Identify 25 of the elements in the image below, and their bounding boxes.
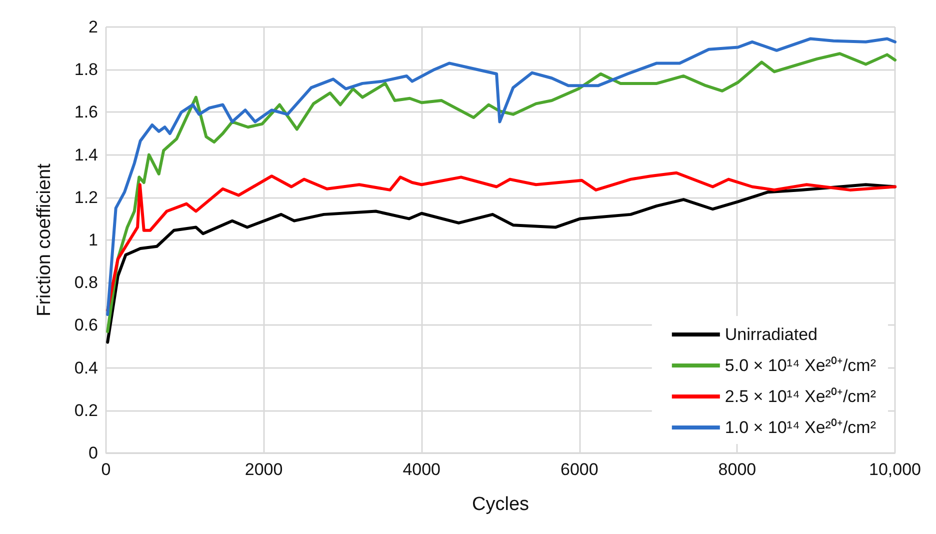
y-tick-label: 1.4 [74,145,98,164]
y-tick-label: 0.2 [74,400,98,420]
y-tick-label: 2 [88,18,98,36]
y-tick-label: 0.8 [74,273,98,292]
x-tick-label: 0 [101,460,111,479]
y-tick-label: 0.4 [74,358,98,378]
y-axis-title: Friction coefficient [34,162,55,316]
x-tick-label: 2000 [244,460,283,479]
x-tick-label: 10,000 [869,460,921,479]
x-axis-title: Cycles [472,494,530,515]
legend-label: 2.5 × 10¹⁴ Xe²⁰⁺/cm² [724,387,876,406]
line-series [106,183,896,344]
x-tick-label: 6000 [560,460,598,479]
legend-label: 5.0 × 10¹⁴ Xe²⁰⁺/cm² [724,356,876,375]
y-tick-label: 1.6 [74,102,98,122]
x-tick-label: 4000 [402,460,441,479]
legend-label: 1.0 × 10¹⁴ Xe²⁰⁺/cm² [724,418,876,437]
y-tick-label: 1.8 [74,60,98,80]
y-tick-label: 0.6 [74,316,98,335]
y-tick-label: 1.2 [74,188,98,207]
y-tick-label: 1 [88,230,98,250]
y-tick-label: 0 [88,444,98,462]
legend-label: Unirradiated [724,325,818,344]
x-tick-label: 8000 [718,460,756,479]
line-series [106,171,896,312]
